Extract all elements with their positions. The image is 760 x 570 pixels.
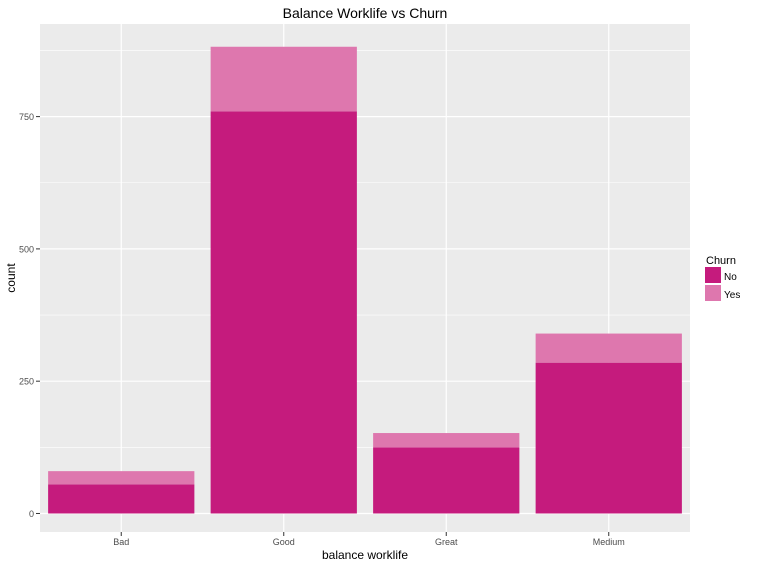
bar-great-no <box>373 447 520 514</box>
bar-bad-yes <box>48 471 195 485</box>
bar-good-no <box>210 111 357 514</box>
y-tick-label: 500 <box>19 244 34 254</box>
bar-medium-no <box>535 362 682 514</box>
bars <box>48 46 682 514</box>
bar-great-yes <box>373 433 520 448</box>
y-tick-label: 0 <box>29 509 34 519</box>
bar-good-yes <box>210 46 357 112</box>
x-axis-label: balance worklife <box>322 548 408 562</box>
bar-medium-yes <box>535 333 682 363</box>
legend: Churn No Yes <box>705 255 740 301</box>
legend-label-yes: Yes <box>724 290 740 301</box>
legend-key-no <box>705 267 721 283</box>
x-axis: Bad Good Great Medium <box>113 532 625 547</box>
legend-label-no: No <box>724 272 737 283</box>
x-tick-label: Great <box>435 537 458 547</box>
y-axis: 0 250 500 750 <box>19 112 40 519</box>
x-tick-label: Bad <box>113 537 129 547</box>
x-tick-label: Good <box>273 537 295 547</box>
legend-key-yes <box>705 285 721 301</box>
y-tick-label: 750 <box>19 112 34 122</box>
y-axis-label: count <box>4 263 18 293</box>
legend-title: Churn <box>706 255 736 267</box>
chart-title: Balance Worklife vs Churn <box>283 5 448 21</box>
x-tick-label: Medium <box>593 537 625 547</box>
y-tick-label: 250 <box>19 377 34 387</box>
bar-bad-no <box>48 484 195 514</box>
